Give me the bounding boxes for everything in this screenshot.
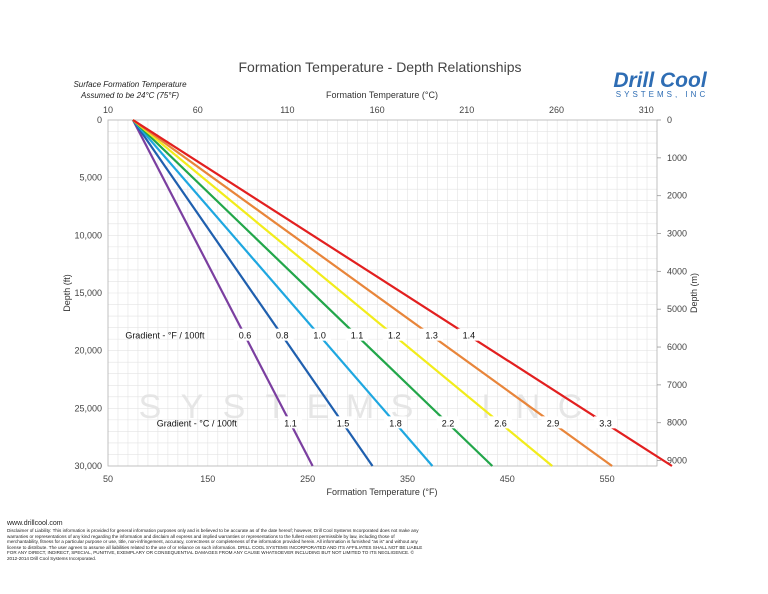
gradient-label: 1.4 <box>463 331 476 341</box>
gradient-label-bg <box>541 416 565 429</box>
surface-note-line1: Surface Formation Temperature <box>73 80 187 89</box>
y-left-tick-label: 0 <box>97 115 102 125</box>
x-top-tick-label: 10 <box>103 105 113 115</box>
y-right-tick-label: 0 <box>667 115 672 125</box>
gradient-label: 1.5 <box>337 418 350 428</box>
series-line <box>132 119 374 467</box>
watermark-letter: I <box>481 388 490 426</box>
chart-title: Formation Temperature - Depth Relationsh… <box>239 59 522 75</box>
y-left-axis-label: Depth (ft) <box>62 274 72 312</box>
x-bottom-tick-label: 50 <box>103 474 113 484</box>
gradient-label-bg <box>345 328 369 341</box>
disclaimer-text: Disclaimer of Liability: This informatio… <box>7 528 423 561</box>
gradient-label: 0.8 <box>276 331 289 341</box>
x-top-tick-label: 110 <box>280 105 294 115</box>
series-line <box>132 119 673 467</box>
x-top-tick-label: 310 <box>639 105 654 115</box>
series-line <box>132 119 494 467</box>
y-right-tick-label: 7000 <box>667 380 687 390</box>
watermark-letter: S <box>139 388 162 426</box>
y-right-tick-label: 3000 <box>667 229 687 239</box>
watermark-letter: N <box>516 388 541 426</box>
y-left-tick-label: 10,000 <box>74 230 102 240</box>
gradient-row-title: Gradient - °F / 100ft <box>125 331 205 341</box>
gradient-label: 1.8 <box>389 418 402 428</box>
y-right-tick-label: 1000 <box>667 153 687 163</box>
gradient-label-bg <box>382 328 406 341</box>
gradient-label: 2.9 <box>547 418 560 428</box>
y-right-tick-label: 4000 <box>667 266 687 276</box>
gradient-label: 1.1 <box>284 418 297 428</box>
x-top-tick-label: 210 <box>459 105 474 115</box>
y-right-tick-label: 9000 <box>667 456 687 466</box>
gradient-label: 3.3 <box>599 418 612 428</box>
x-top-tick-label: 60 <box>193 105 203 115</box>
y-right-tick-label: 8000 <box>667 418 687 428</box>
gradient-label: 0.6 <box>239 331 252 341</box>
watermark-letter: S <box>223 388 246 426</box>
axes: 50 150 250 350 450 550 10 60 110 160 210 260 310 0 5,0… <box>74 105 687 484</box>
y-right-tick-label: 2000 <box>667 191 687 201</box>
x-bottom-tick-label: 550 <box>600 474 615 484</box>
gradient-label: 1.3 <box>425 331 438 341</box>
x-bottom-tick-label: 250 <box>300 474 315 484</box>
website-link[interactable]: www.drillcool.com <box>7 520 63 527</box>
gradient-label-bg <box>331 416 355 429</box>
series-line <box>132 119 434 467</box>
y-right-axis-label: Depth (m) <box>689 273 699 313</box>
x-bottom-axis-label: Formation Temperature (°F) <box>327 487 438 497</box>
gradient-label-bg <box>270 328 294 341</box>
gradient-label-bg <box>420 328 444 341</box>
series-line <box>132 119 553 467</box>
logo: Drill Cool SYSTEMS, INC <box>613 69 708 99</box>
gradient-labels: Gradient - °F / 100ft 0.6 0.8 1.0 1.1 1.2 1.3 1… <box>125 328 617 429</box>
gradient-label-bg <box>436 416 460 429</box>
watermark-letter: E <box>307 388 330 426</box>
gradient-label: 2.6 <box>494 418 507 428</box>
gradient-label-bg <box>594 416 617 429</box>
gradient-label-bg <box>279 416 302 429</box>
gradient-label: 2.2 <box>442 418 455 428</box>
x-bottom-tick-label: 350 <box>400 474 415 484</box>
x-bottom-tick-label: 450 <box>500 474 515 484</box>
y-left-tick-label: 30,000 <box>74 461 102 471</box>
gradient-label-bg <box>489 416 512 429</box>
series-line <box>131 119 314 467</box>
series-lines <box>131 119 673 467</box>
x-top-tick-label: 260 <box>549 105 564 115</box>
y-right-tick-label: 5000 <box>667 304 687 314</box>
y-left-tick-label: 25,000 <box>74 403 102 413</box>
gradient-label-bg <box>308 328 332 341</box>
logo-sub: SYSTEMS, INC <box>616 90 708 99</box>
gradient-row-title: Gradient - °C / 100ft <box>157 418 238 428</box>
gradient-label-bg <box>457 328 481 341</box>
gradient-label: 1.2 <box>388 331 401 341</box>
x-top-axis-label: Formation Temperature (°C) <box>326 90 438 100</box>
surface-note-line2: Assumed to be 24°C (75°F) <box>80 91 179 100</box>
logo-name: Drill Cool <box>613 69 707 92</box>
y-left-tick-label: 5,000 <box>79 173 102 183</box>
plot-frame <box>107 119 658 467</box>
gradient-label-bg <box>233 328 257 341</box>
x-top-tick-label: 160 <box>370 105 385 115</box>
y-left-tick-label: 20,000 <box>74 346 102 356</box>
y-right-tick-label: 6000 <box>667 342 687 352</box>
gradient-label: 1.1 <box>351 331 364 341</box>
series-line <box>132 119 613 467</box>
gradient-label: 1.0 <box>313 331 326 341</box>
x-bottom-tick-label: 150 <box>200 474 215 484</box>
gradient-label-bg <box>384 416 407 429</box>
y-left-tick-label: 15,000 <box>74 288 102 298</box>
